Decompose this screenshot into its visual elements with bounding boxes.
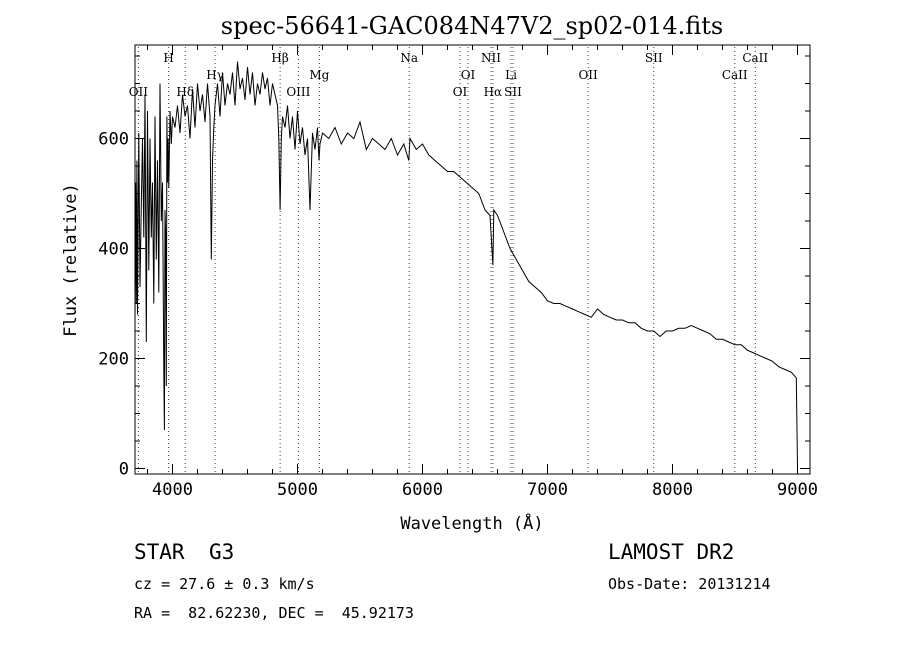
line-label-17: CaII — [742, 51, 768, 65]
y-axis-ticks: 0 200 400 600 — [98, 55, 810, 480]
observation-date: Obs-Date: 20131214 — [608, 575, 771, 593]
object-subclass: G3 — [209, 540, 235, 564]
line-label-8: OI — [453, 85, 468, 99]
x-tick-label-4000: 4000 — [152, 480, 193, 500]
y-tick-label-200: 200 — [98, 350, 129, 370]
coordinates: RA = 82.62230, DEC = 45.92173 — [134, 604, 414, 622]
plot-frame — [134, 44, 811, 475]
line-label-7: Na — [400, 51, 418, 65]
y-axis-label: Flux (relative) — [61, 183, 81, 337]
line-label-14: OII — [578, 68, 598, 82]
line-label-5: OIII — [286, 85, 310, 99]
y-tick-label-400: 400 — [98, 240, 129, 260]
line-label-6: Mg — [309, 68, 329, 82]
survey-name: LAMOST DR2 — [608, 540, 735, 564]
line-label-4: Hβ — [271, 51, 288, 65]
line-label-11: Hα — [484, 85, 503, 99]
x-tick-label-9000: 9000 — [777, 480, 818, 500]
line-label-1: H — [163, 51, 173, 65]
object-class: STAR — [134, 540, 185, 564]
line-label-16: CaII — [722, 68, 748, 82]
line-label-13: SII — [504, 85, 522, 99]
line-label-2: Hδ — [176, 85, 194, 99]
x-tick-label-7000: 7000 — [527, 480, 568, 500]
spectrum-line — [134, 61, 798, 469]
y-tick-label-600: 600 — [98, 130, 129, 150]
line-label-10: NII — [481, 51, 501, 65]
line-label-12: Li — [505, 68, 517, 82]
chart-title: spec-56641-GAC084N47V2_sp02-014.fits — [221, 12, 723, 40]
line-label-0: OII — [129, 85, 149, 99]
redshift-value: cz = 27.6 ± 0.3 km/s — [134, 575, 315, 593]
x-axis-ticks: 4000 5000 6000 7000 8000 9000 — [147, 45, 818, 500]
line-label-3: Hγ — [206, 68, 224, 82]
line-label-15: SII — [645, 51, 663, 65]
y-tick-label-0: 0 — [119, 460, 129, 480]
line-label-9: OI — [461, 68, 476, 82]
x-tick-label-5000: 5000 — [277, 480, 318, 500]
x-tick-label-6000: 6000 — [402, 480, 443, 500]
x-tick-label-8000: 8000 — [652, 480, 693, 500]
x-axis-label: Wavelength (Å) — [400, 512, 543, 534]
line-markers — [137, 47, 756, 474]
